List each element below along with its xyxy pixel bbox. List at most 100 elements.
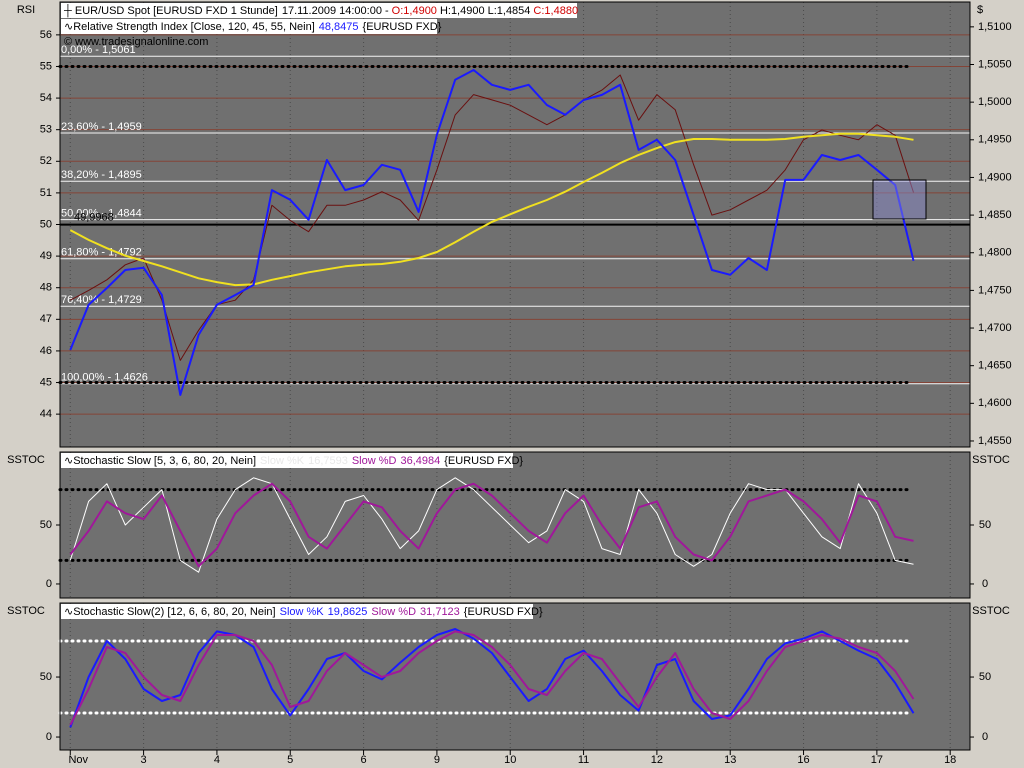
selection-box	[872, 179, 927, 220]
legend-value: 16,7593	[308, 455, 348, 467]
fib-label: 38,20% - 1,4895	[61, 169, 142, 181]
series-line	[69, 69, 915, 396]
header-bg	[61, 604, 533, 619]
y-tick-label: 45	[40, 376, 52, 388]
y2-tick-label: 1,5000	[978, 96, 1012, 108]
indicator-icon: ∿	[64, 455, 73, 467]
y-tick-label: 52	[40, 155, 52, 167]
y-tick-label: 48	[40, 282, 52, 294]
header-line: ┼ EUR/USD Spot [EURUSD FXD 1 Stunde] 17.1…	[63, 3, 578, 18]
y-tick-label: 47	[40, 313, 52, 325]
panel-frame	[59, 602, 971, 751]
fib-label: 0,00% - 1,5061	[61, 44, 136, 56]
cursor-icon: ┼	[63, 3, 75, 18]
ohlc-value: C:1,4880	[533, 5, 578, 17]
indicator-name: Relative Strength Index [Close, 120, 45,…	[73, 21, 315, 33]
x-tick-label: 5	[287, 754, 293, 766]
y-tick-label: 44	[40, 408, 52, 420]
fib-label: 61,80% - 1,4792	[61, 247, 142, 259]
legend-name: Slow %K	[280, 606, 325, 618]
y-tick-label: 50	[40, 671, 52, 683]
y2-tick-label: 1,4750	[978, 284, 1012, 296]
ohlc-value: O:1,4900	[392, 5, 437, 17]
y2-axis-label: SSTOC	[972, 454, 1010, 466]
y2-tick-label: 1,4850	[978, 209, 1012, 221]
panel-background	[59, 451, 971, 599]
y-tick-label: 0	[46, 731, 52, 743]
legend-value: 36,4984	[400, 455, 440, 467]
y2-tick-label: 1,4800	[978, 247, 1012, 259]
x-tick-label: 18	[944, 754, 956, 766]
indicator-name: Stochastic Slow [5, 3, 6, 80, 20, Nein]	[73, 455, 256, 467]
x-tick-label: 10	[504, 754, 516, 766]
series-line	[69, 132, 914, 287]
y2-tick-label: 1,5100	[978, 21, 1012, 33]
ohlc-value: L:1,4854	[488, 5, 531, 17]
y2-axis-label: SSTOC	[972, 605, 1010, 617]
header-line: ∿Relative Strength Index [Close, 120, 45…	[64, 21, 442, 33]
fib-label: 23,60% - 1,4959	[61, 121, 142, 133]
y-tick-label: 56	[40, 29, 52, 41]
panel-frame	[59, 451, 971, 599]
instrument: EUR/USD Spot [EURUSD FXD 1 Stunde]	[75, 5, 278, 17]
y2-tick-label: 1,5050	[978, 58, 1012, 70]
y-axis-label: SSTOC	[7, 605, 45, 617]
header-bg	[61, 3, 577, 18]
y-tick-label: 46	[40, 345, 52, 357]
y-tick-label: 49	[40, 250, 52, 262]
y2-tick-label: 50	[979, 519, 991, 531]
x-tick-label: 11	[578, 754, 589, 766]
x-tick-label: 9	[434, 754, 440, 766]
symbol: {EURUSD FXD}	[363, 21, 442, 33]
fib-label: 100,00% - 1,4626	[61, 372, 148, 384]
y-tick-label: 54	[40, 92, 52, 104]
y2-tick-label: 1,4550	[978, 435, 1012, 447]
symbol: {EURUSD FXD}	[444, 455, 523, 467]
header-line: ∿Stochastic Slow [5, 3, 6, 80, 20, Nein]…	[64, 455, 523, 467]
indicator-name: Stochastic Slow(2) [12, 6, 6, 80, 20, Ne…	[73, 606, 275, 618]
indicator-icon: ∿	[64, 606, 73, 618]
x-tick-label: 4	[214, 754, 220, 766]
fib-label: 50,00% - 1,4844	[61, 208, 142, 220]
legend-value: 19,8625	[328, 606, 368, 618]
x-tick-label: 13	[724, 754, 736, 766]
series-line	[69, 477, 914, 573]
series-line	[69, 628, 915, 728]
x-tick-label: 3	[141, 754, 147, 766]
copyright: © www.tradesignalonline.com	[64, 36, 208, 48]
y-axis-label: RSI	[17, 4, 35, 16]
y2-tick-label: 0	[982, 578, 988, 590]
x-tick-label: 12	[651, 754, 663, 766]
indicator-icon: ∿	[64, 21, 73, 33]
legend-name: Slow %K	[260, 455, 305, 467]
y2-tick-label: 1,4700	[978, 322, 1012, 334]
y-tick-label: 55	[40, 60, 52, 72]
panel-background	[59, 602, 971, 751]
y2-tick-label: 1,4600	[978, 397, 1012, 409]
y2-axis-label: $	[977, 4, 983, 16]
ohlc-value: H:1,4900	[440, 5, 485, 17]
y-tick-label: 51	[40, 187, 52, 199]
fib-label: 76,40% - 1,4729	[61, 294, 142, 306]
x-tick-label: 16	[797, 754, 809, 766]
legend-value: 31,7123	[420, 606, 460, 618]
y2-tick-label: 1,4900	[978, 171, 1012, 183]
indicator-value: 48,8475	[319, 21, 359, 33]
y2-tick-label: 0	[982, 731, 988, 743]
header-bg	[61, 453, 513, 468]
symbol: {EURUSD FXD}	[464, 606, 543, 618]
rsi-level-label: 49,9968	[74, 212, 114, 224]
header-line: ∿Stochastic Slow(2) [12, 6, 6, 80, 20, N…	[64, 606, 543, 618]
header-bg	[61, 19, 437, 34]
y2-tick-label: 1,4650	[978, 360, 1012, 372]
y2-tick-label: 1,4950	[978, 134, 1012, 146]
y-tick-label: 53	[40, 124, 52, 136]
x-tick-label: 6	[361, 754, 367, 766]
x-tick-label: Nov	[68, 754, 88, 766]
legend-name: Slow %D	[352, 455, 397, 467]
panel-frame	[59, 1, 971, 448]
y-tick-label: 50	[40, 218, 52, 230]
x-tick-label: 17	[871, 754, 883, 766]
y-tick-label: 50	[40, 519, 52, 531]
